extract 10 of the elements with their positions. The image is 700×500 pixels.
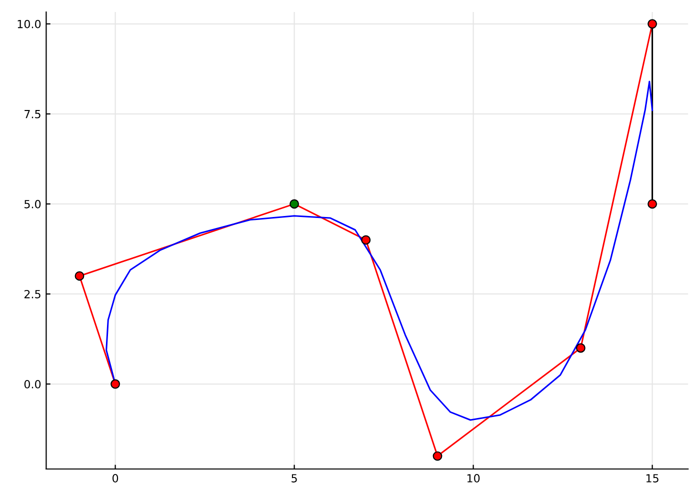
line-series (106, 80, 654, 421)
x-tick-label: 15 (646, 474, 658, 482)
x-tick-label: 10 (467, 474, 480, 482)
y-tick-label: 7.5 (24, 110, 40, 118)
y-tick-label: 2.5 (24, 290, 40, 298)
y-tick-label: 10.0 (18, 20, 41, 28)
x-tick-label: 5 (292, 474, 297, 482)
y-tick-label: 0.0 (24, 380, 41, 388)
x-tick-label: 0 (112, 474, 118, 482)
y-tick-label: 5.0 (24, 200, 41, 208)
